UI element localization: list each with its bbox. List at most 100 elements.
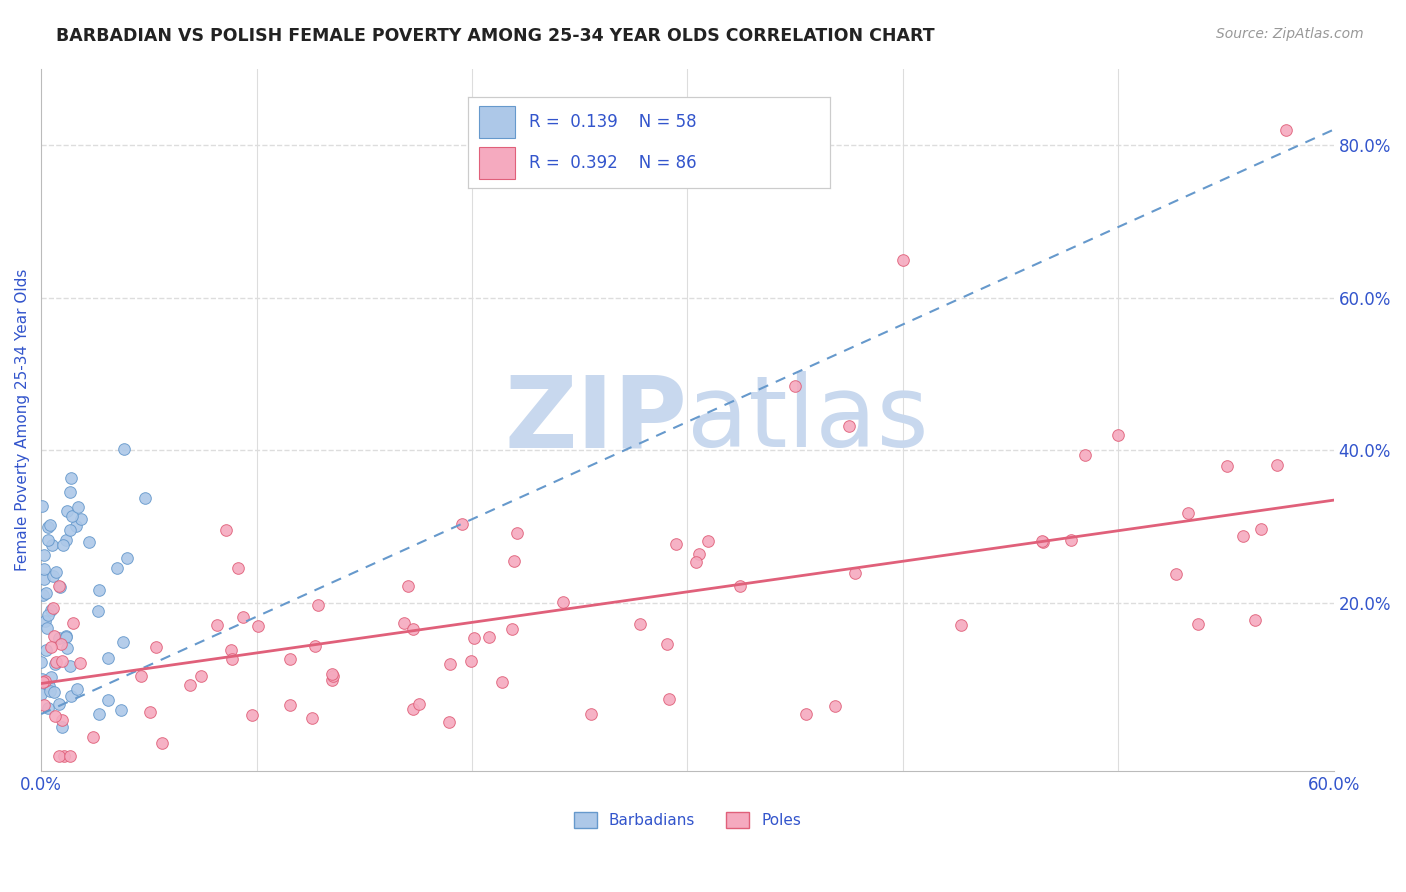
Point <box>658 691 681 706</box>
Point <box>491 674 513 689</box>
Point <box>1265 458 1288 472</box>
Point <box>408 697 430 711</box>
Point <box>38 679 60 693</box>
Point <box>688 547 710 561</box>
Point <box>215 523 238 537</box>
Point <box>44 709 66 723</box>
Point <box>52 538 75 552</box>
Point <box>59 659 82 673</box>
Point <box>51 637 73 651</box>
Point <box>824 698 846 713</box>
Point <box>48 579 70 593</box>
Point <box>134 491 156 505</box>
Point <box>1232 528 1254 542</box>
Point <box>37 701 59 715</box>
Point <box>37 520 59 534</box>
Point <box>278 652 301 666</box>
Point <box>226 560 249 574</box>
Point <box>1031 533 1053 548</box>
Point <box>111 634 134 648</box>
Point <box>139 705 162 719</box>
Point <box>48 581 70 595</box>
Point <box>89 582 111 597</box>
Point <box>51 720 73 734</box>
Point <box>439 657 461 671</box>
Point <box>437 715 460 730</box>
Point <box>115 551 138 566</box>
Point <box>838 419 860 434</box>
Point <box>38 684 60 698</box>
Point <box>1250 522 1272 536</box>
Point <box>553 595 575 609</box>
Point <box>59 749 82 764</box>
Point <box>32 698 55 712</box>
Point <box>112 442 135 457</box>
Point <box>31 499 53 513</box>
Point <box>69 656 91 670</box>
Y-axis label: Female Poverty Among 25-34 Year Olds: Female Poverty Among 25-34 Year Olds <box>15 268 30 571</box>
Point <box>45 655 67 669</box>
Point <box>87 707 110 722</box>
Point <box>1243 614 1265 628</box>
Point <box>30 687 52 701</box>
Point <box>1074 448 1097 462</box>
Point <box>48 631 70 645</box>
Point <box>41 603 63 617</box>
Point <box>60 689 83 703</box>
Point <box>59 471 82 485</box>
Point <box>37 608 59 623</box>
Point <box>581 706 603 721</box>
Point <box>45 565 67 579</box>
Point <box>685 555 707 569</box>
Point <box>478 630 501 644</box>
Point <box>97 692 120 706</box>
Point <box>37 533 59 547</box>
Point <box>506 526 529 541</box>
Point <box>783 378 806 392</box>
Point <box>41 569 63 583</box>
Point <box>55 533 77 548</box>
Point <box>628 616 651 631</box>
Point <box>402 702 425 716</box>
Point <box>304 639 326 653</box>
Point <box>460 654 482 668</box>
Point <box>150 736 173 750</box>
Point <box>42 601 65 615</box>
Point <box>30 655 52 669</box>
Point <box>69 512 91 526</box>
Point <box>232 610 254 624</box>
Point <box>240 708 263 723</box>
Point <box>82 731 104 745</box>
Point <box>179 678 201 692</box>
Point <box>65 519 87 533</box>
Point <box>60 508 83 523</box>
Point <box>129 669 152 683</box>
Point <box>51 653 73 667</box>
Point <box>1107 428 1129 442</box>
Point <box>190 668 212 682</box>
Point <box>307 599 329 613</box>
Point <box>321 673 343 687</box>
Point <box>58 485 80 500</box>
Point <box>44 657 66 671</box>
Point <box>55 630 77 644</box>
Point <box>696 534 718 549</box>
Text: ZIP: ZIP <box>505 371 688 468</box>
Point <box>51 713 73 727</box>
Point <box>105 561 128 575</box>
Point <box>32 573 55 587</box>
Point <box>39 670 62 684</box>
Point <box>1215 459 1237 474</box>
Point <box>48 749 70 764</box>
Point <box>32 548 55 562</box>
Point <box>1060 533 1083 547</box>
Point <box>145 640 167 654</box>
Point <box>42 630 65 644</box>
Point <box>246 619 269 633</box>
Text: Source: ZipAtlas.com: Source: ZipAtlas.com <box>1216 27 1364 41</box>
Point <box>502 553 524 567</box>
Point <box>41 537 63 551</box>
Point <box>35 586 58 600</box>
Point <box>110 703 132 717</box>
Point <box>1187 617 1209 632</box>
